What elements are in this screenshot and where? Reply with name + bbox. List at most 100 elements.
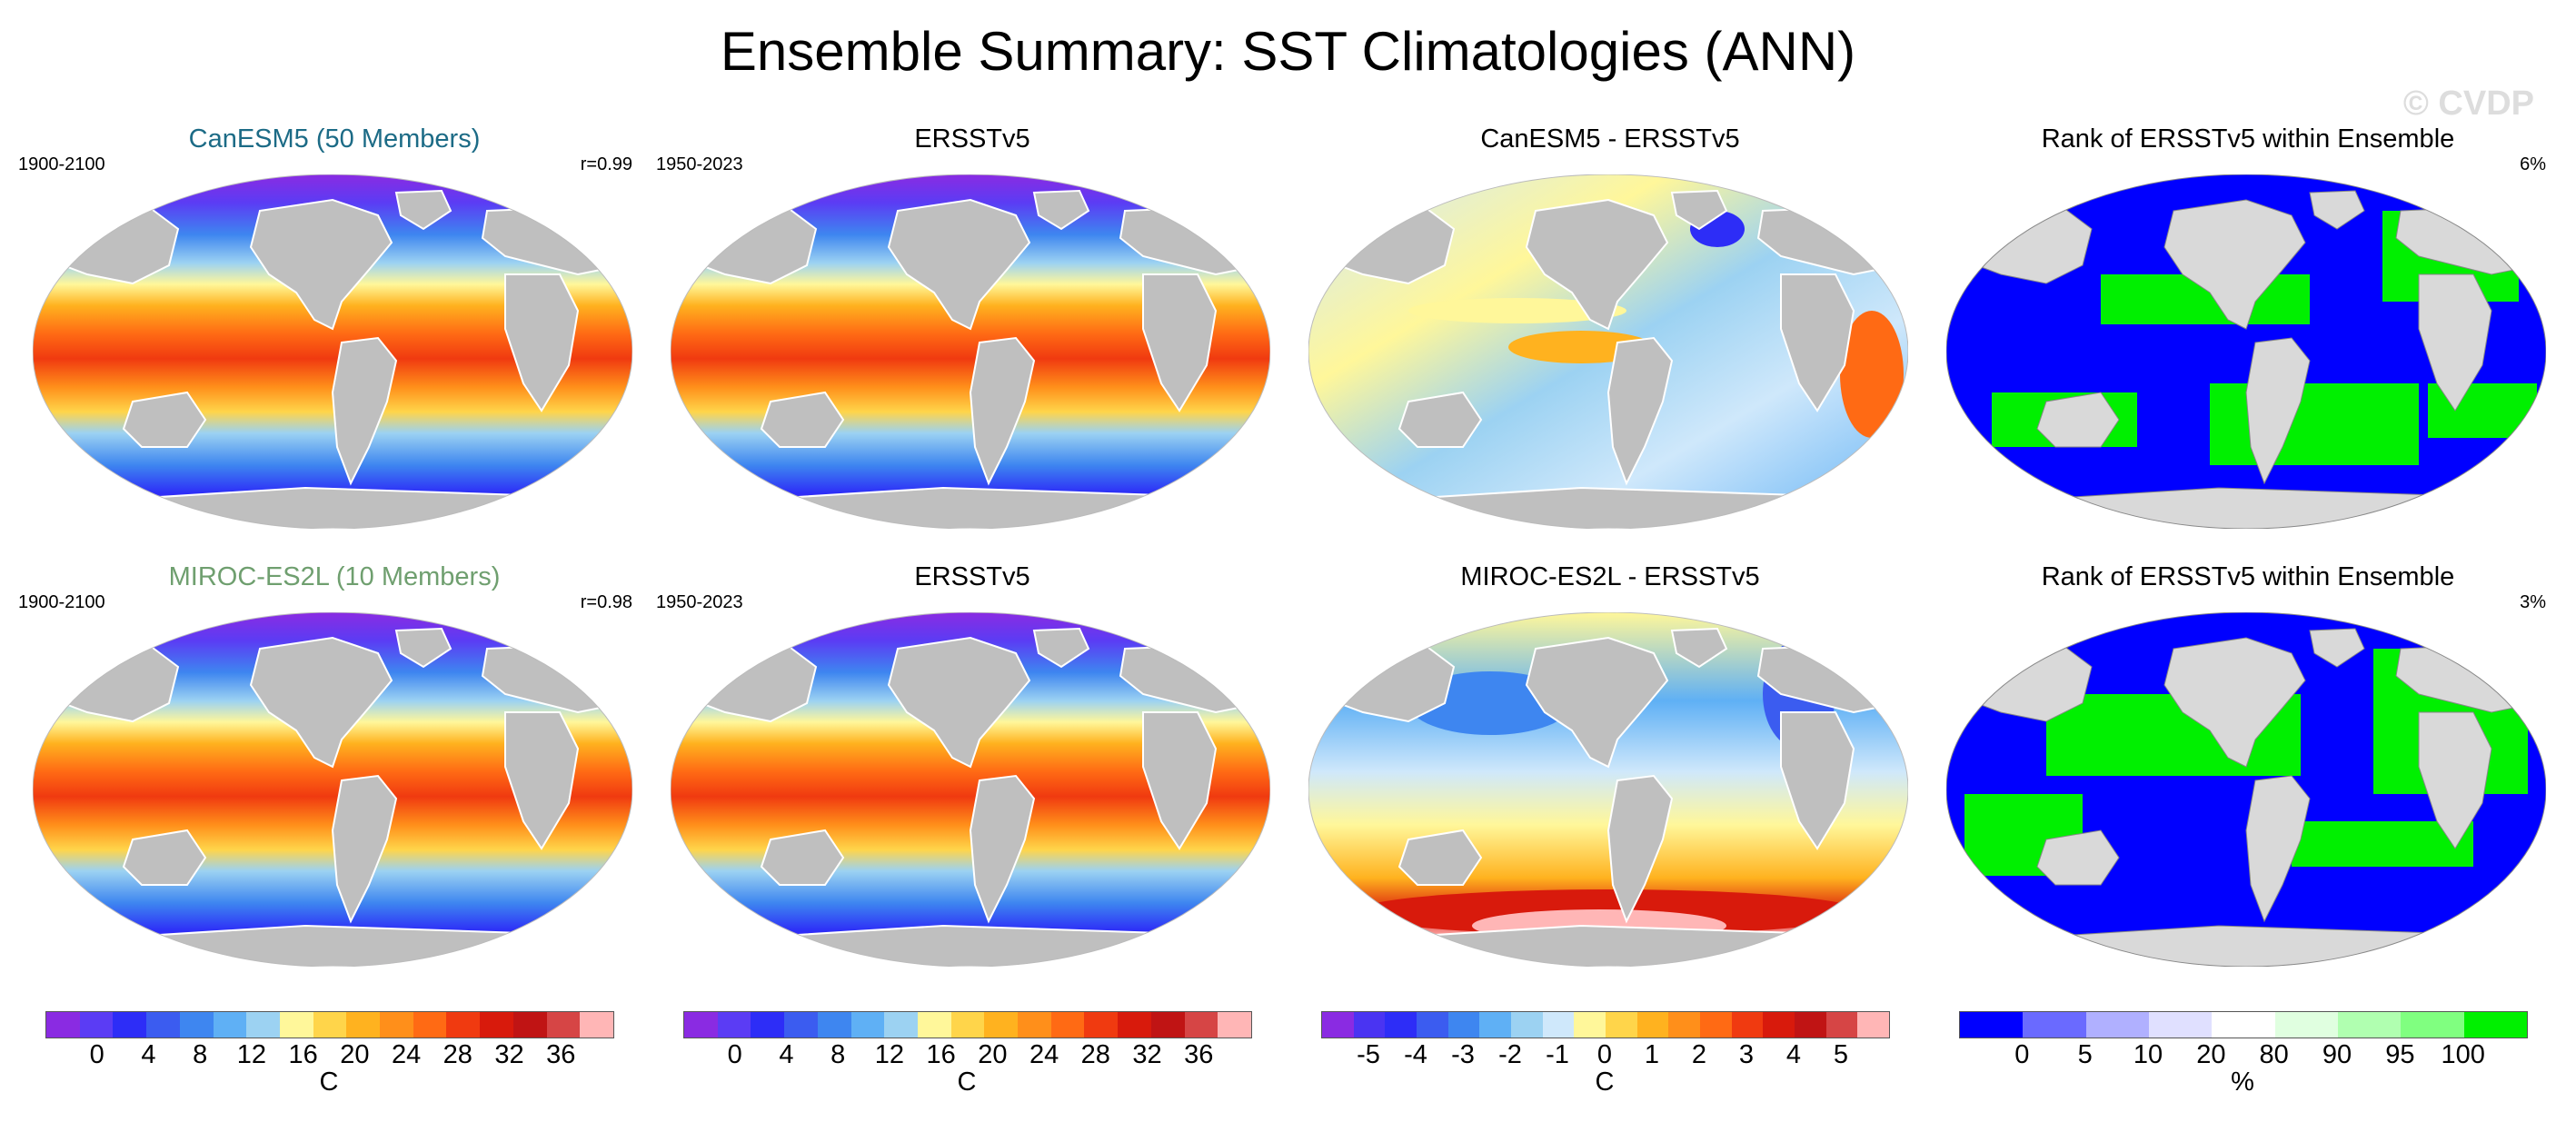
colorbar-tick-label: 100 [2441,1040,2485,1069]
colorbar-unit: C [1595,1067,1615,1097]
rank-percent: 6% [2520,154,2546,174]
colorbar-swatch [580,1012,613,1038]
colorbar-tick-label: 3 [1738,1040,1755,1069]
colorbar-sst-2 [683,1011,1252,1038]
colorbar-tick-label: 32 [494,1040,524,1069]
colorbar-swatch [850,1012,885,1038]
colorbar-swatch [279,1012,313,1038]
panel-row2-diff: MIROC-ES2L - ERSSTv5 [1292,561,1928,979]
colorbar-swatch [1479,1012,1512,1038]
colorbar-swatch [113,1012,147,1038]
colorbar-tick-label: 0 [89,1040,104,1069]
colorbar-tick-label: 36 [1184,1040,1214,1069]
colorbar-swatch [1795,1012,1826,1038]
colorbar-tick-label: -4 [1404,1040,1427,1069]
figure-title: Ensemble Summary: SST Climatologies (ANN… [720,21,1856,82]
rank-map [1946,612,2546,967]
sst-map [33,612,632,967]
colorbar-swatch [817,1012,851,1038]
panel-title: MIROC-ES2L - ERSSTv5 [1460,562,1760,591]
panel-title: CanESM5 (50 Members) [188,124,481,154]
panel-row1-model: CanESM5 (50 Members) 1900-2100 r=0.99 [16,124,652,541]
colorbar-tick-label: 8 [193,1040,208,1069]
colorbar-ticks: 0 5 10 20 80 90 95 100 [1959,1039,2526,1070]
colorbar-tick-label: 20 [978,1040,1008,1069]
colorbar-swatch [46,1012,80,1038]
colorbar-tick-label: 20 [340,1040,370,1069]
colorbar-tick-label: 32 [1132,1040,1162,1069]
colorbar-swatch [2085,1012,2149,1038]
colorbar-swatch [950,1012,985,1038]
colorbar-tick-label: 4 [1785,1040,1802,1069]
colorbar-tick-label: 0 [1596,1040,1613,1069]
colorbar-tick-label: 95 [2385,1040,2415,1069]
colorbar-tick-label: 5 [1833,1040,1849,1069]
colorbar-swatch [1322,1012,1354,1038]
colorbar-swatch [1218,1012,1251,1038]
colorbar-swatch [480,1012,513,1038]
colorbar-tick-label: 0 [727,1040,742,1069]
period-label: 1950-2023 [656,154,743,174]
colorbar-swatch [380,1012,413,1038]
colorbar-swatch [1700,1012,1732,1038]
difference-map [1308,174,1908,529]
colorbar-swatch [2023,1012,2086,1038]
colorbar-tick-label: 24 [1029,1040,1059,1069]
panel-title: ERSSTv5 [914,124,1030,154]
colorbar-tick-label: 20 [2196,1040,2226,1069]
colorbar-tick-label: -1 [1546,1040,1569,1069]
colorbar-swatch [1857,1012,1890,1038]
period-label: 1900-2100 [18,592,105,612]
colorbar-tick-label: 4 [779,1040,794,1069]
colorbar-tick-label: 16 [926,1040,956,1069]
colorbar-swatch [1542,1012,1575,1038]
colorbar-swatch [313,1012,347,1038]
colorbar-swatch [917,1012,951,1038]
colorbar-ticks: 0 4 8 12 16 20 24 28 32 36 [683,1039,1250,1070]
watermark: © CVDP [2402,84,2534,123]
colorbar-tick-label: 0 [2014,1040,2030,1069]
colorbar-swatch [1574,1012,1606,1038]
colorbar-tick-label: 1 [1644,1040,1660,1069]
colorbar-swatch [1150,1012,1185,1038]
colorbar-swatch [751,1012,785,1038]
panel-row2-obs: ERSSTv5 1950-2023 [654,561,1290,979]
colorbar-tick-label: 12 [236,1040,267,1069]
colorbar-tick-label: 4 [141,1040,156,1069]
colorbar-swatch [413,1012,447,1038]
colorbar-swatch [1385,1012,1417,1038]
colorbar-swatch [1668,1012,1701,1038]
colorbar-tick-label: 80 [2259,1040,2289,1069]
pattern-correlation: r=0.99 [580,154,632,174]
colorbar-swatch [1731,1012,1764,1038]
colorbar-swatch [346,1012,381,1038]
colorbar-swatch [2463,1012,2527,1038]
colorbar-swatch [1960,1012,2024,1038]
colorbar-swatch [1636,1012,1669,1038]
rank-map [1946,174,2546,529]
colorbar-tick-label: 36 [546,1040,576,1069]
colorbar-swatch [684,1012,718,1038]
colorbar-swatch [2401,1012,2464,1038]
panel-title: ERSSTv5 [914,562,1030,591]
colorbar-swatch [884,1012,918,1038]
panel-title: Rank of ERSSTv5 within Ensemble [2041,124,2455,154]
rank-percent: 3% [2520,592,2546,612]
colorbar-swatch [1118,1012,1151,1038]
sst-map [671,174,1270,529]
colorbar-unit: C [319,1067,339,1097]
colorbar-tick-label: 28 [443,1040,472,1069]
sst-map [33,174,632,529]
colorbar-swatch [1825,1012,1858,1038]
colorbar-swatch [1763,1012,1795,1038]
colorbar-swatch [1606,1012,1637,1038]
colorbar-tick-label: 5 [2077,1040,2093,1069]
colorbar-swatch [546,1012,581,1038]
pattern-correlation: r=0.98 [580,592,632,612]
colorbar-tick-label: -5 [1357,1040,1380,1069]
colorbar-rank [1959,1011,2528,1038]
period-label: 1950-2023 [656,592,743,612]
colorbar-swatch [1417,1012,1448,1038]
colorbar-swatch [1511,1012,1543,1038]
colorbar-swatch [146,1012,180,1038]
